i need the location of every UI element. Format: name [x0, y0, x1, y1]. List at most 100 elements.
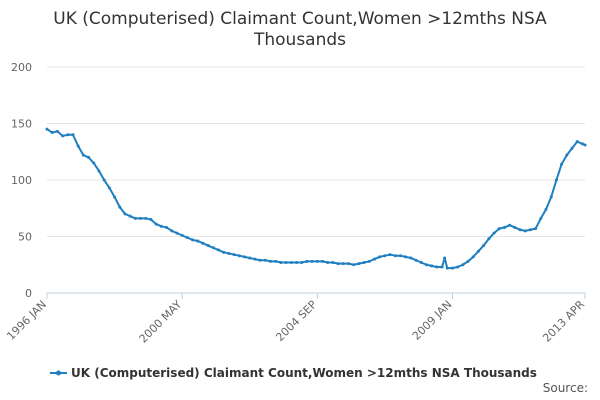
data-point[interactable]	[149, 218, 153, 222]
data-point[interactable]	[518, 228, 522, 232]
data-point[interactable]	[50, 131, 54, 135]
data-point[interactable]	[440, 265, 444, 269]
data-point[interactable]	[144, 216, 148, 220]
data-point[interactable]	[456, 265, 460, 269]
data-point[interactable]	[61, 134, 65, 138]
data-point[interactable]	[331, 260, 335, 264]
data-point[interactable]	[336, 262, 340, 266]
data-point[interactable]	[66, 133, 70, 137]
data-point[interactable]	[502, 225, 506, 229]
data-point[interactable]	[357, 262, 361, 266]
data-point[interactable]	[107, 186, 111, 190]
data-point[interactable]	[580, 142, 584, 146]
data-point[interactable]	[222, 250, 226, 254]
data-point[interactable]	[243, 255, 247, 259]
data-point[interactable]	[404, 255, 408, 259]
data-point[interactable]	[476, 249, 480, 253]
data-point[interactable]	[71, 133, 75, 137]
data-point[interactable]	[383, 254, 387, 258]
data-point[interactable]	[346, 262, 350, 266]
data-point[interactable]	[180, 233, 184, 237]
data-point[interactable]	[549, 195, 553, 199]
data-point[interactable]	[310, 259, 314, 263]
data-point[interactable]	[45, 127, 49, 131]
data-point[interactable]	[534, 227, 538, 231]
data-point[interactable]	[544, 207, 548, 211]
data-point[interactable]	[154, 222, 158, 226]
data-point[interactable]	[321, 259, 324, 263]
data-point[interactable]	[102, 178, 106, 182]
data-point[interactable]	[289, 260, 293, 264]
data-point[interactable]	[378, 255, 382, 259]
data-point[interactable]	[92, 161, 96, 165]
data-point[interactable]	[263, 258, 267, 262]
data-point[interactable]	[206, 244, 210, 248]
data-point[interactable]	[497, 227, 501, 231]
data-point[interactable]	[133, 216, 137, 220]
data-point[interactable]	[443, 256, 447, 260]
data-point[interactable]	[409, 256, 413, 260]
data-point[interactable]	[513, 225, 517, 229]
data-point[interactable]	[253, 257, 257, 261]
data-point[interactable]	[258, 258, 262, 262]
data-point[interactable]	[528, 228, 532, 232]
data-point[interactable]	[424, 263, 428, 267]
data-point[interactable]	[165, 225, 169, 229]
data-point[interactable]	[97, 169, 101, 173]
data-point[interactable]	[211, 246, 215, 250]
data-point[interactable]	[445, 266, 449, 270]
data-point[interactable]	[191, 238, 195, 242]
data-point[interactable]	[76, 144, 80, 148]
data-point[interactable]	[362, 260, 366, 264]
data-point[interactable]	[539, 216, 543, 220]
data-point[interactable]	[274, 259, 278, 263]
data-point[interactable]	[388, 253, 392, 257]
data-point[interactable]	[487, 237, 491, 241]
data-point[interactable]	[482, 244, 486, 248]
data-point[interactable]	[175, 231, 179, 235]
data-point[interactable]	[583, 143, 587, 147]
data-point[interactable]	[466, 259, 470, 263]
data-point[interactable]	[393, 254, 397, 258]
data-point[interactable]	[170, 229, 174, 233]
data-point[interactable]	[118, 205, 122, 209]
data-point[interactable]	[284, 260, 288, 264]
data-point[interactable]	[367, 259, 371, 263]
data-point[interactable]	[237, 254, 241, 258]
data-point[interactable]	[326, 260, 330, 264]
data-point[interactable]	[565, 153, 569, 157]
data-point[interactable]	[217, 248, 221, 252]
data-point[interactable]	[461, 263, 465, 267]
data-point[interactable]	[279, 260, 283, 264]
data-point[interactable]	[295, 260, 299, 264]
data-point[interactable]	[315, 259, 319, 263]
legend[interactable]: UK (Computerised) Claimant Count,Women >…	[50, 366, 537, 380]
data-point[interactable]	[341, 262, 345, 266]
data-point[interactable]	[430, 264, 434, 268]
data-point[interactable]	[372, 257, 376, 261]
data-point[interactable]	[227, 251, 231, 255]
data-point[interactable]	[139, 216, 143, 220]
data-point[interactable]	[87, 155, 91, 159]
data-point[interactable]	[560, 162, 564, 166]
data-point[interactable]	[508, 223, 512, 227]
data-point[interactable]	[128, 214, 132, 218]
data-point[interactable]	[471, 255, 475, 259]
data-point[interactable]	[414, 258, 418, 262]
data-point[interactable]	[159, 224, 163, 228]
data-point[interactable]	[55, 129, 59, 133]
data-point[interactable]	[570, 146, 574, 150]
data-point[interactable]	[232, 253, 236, 257]
data-point[interactable]	[523, 229, 527, 233]
data-point[interactable]	[435, 265, 439, 269]
data-point[interactable]	[300, 260, 304, 264]
data-point[interactable]	[123, 212, 127, 216]
data-point[interactable]	[305, 259, 309, 263]
data-point[interactable]	[492, 231, 496, 235]
data-point[interactable]	[554, 178, 558, 182]
data-point[interactable]	[419, 260, 423, 264]
data-point[interactable]	[269, 259, 273, 263]
data-point[interactable]	[185, 236, 189, 240]
data-point[interactable]	[81, 153, 85, 157]
data-point[interactable]	[201, 241, 205, 245]
